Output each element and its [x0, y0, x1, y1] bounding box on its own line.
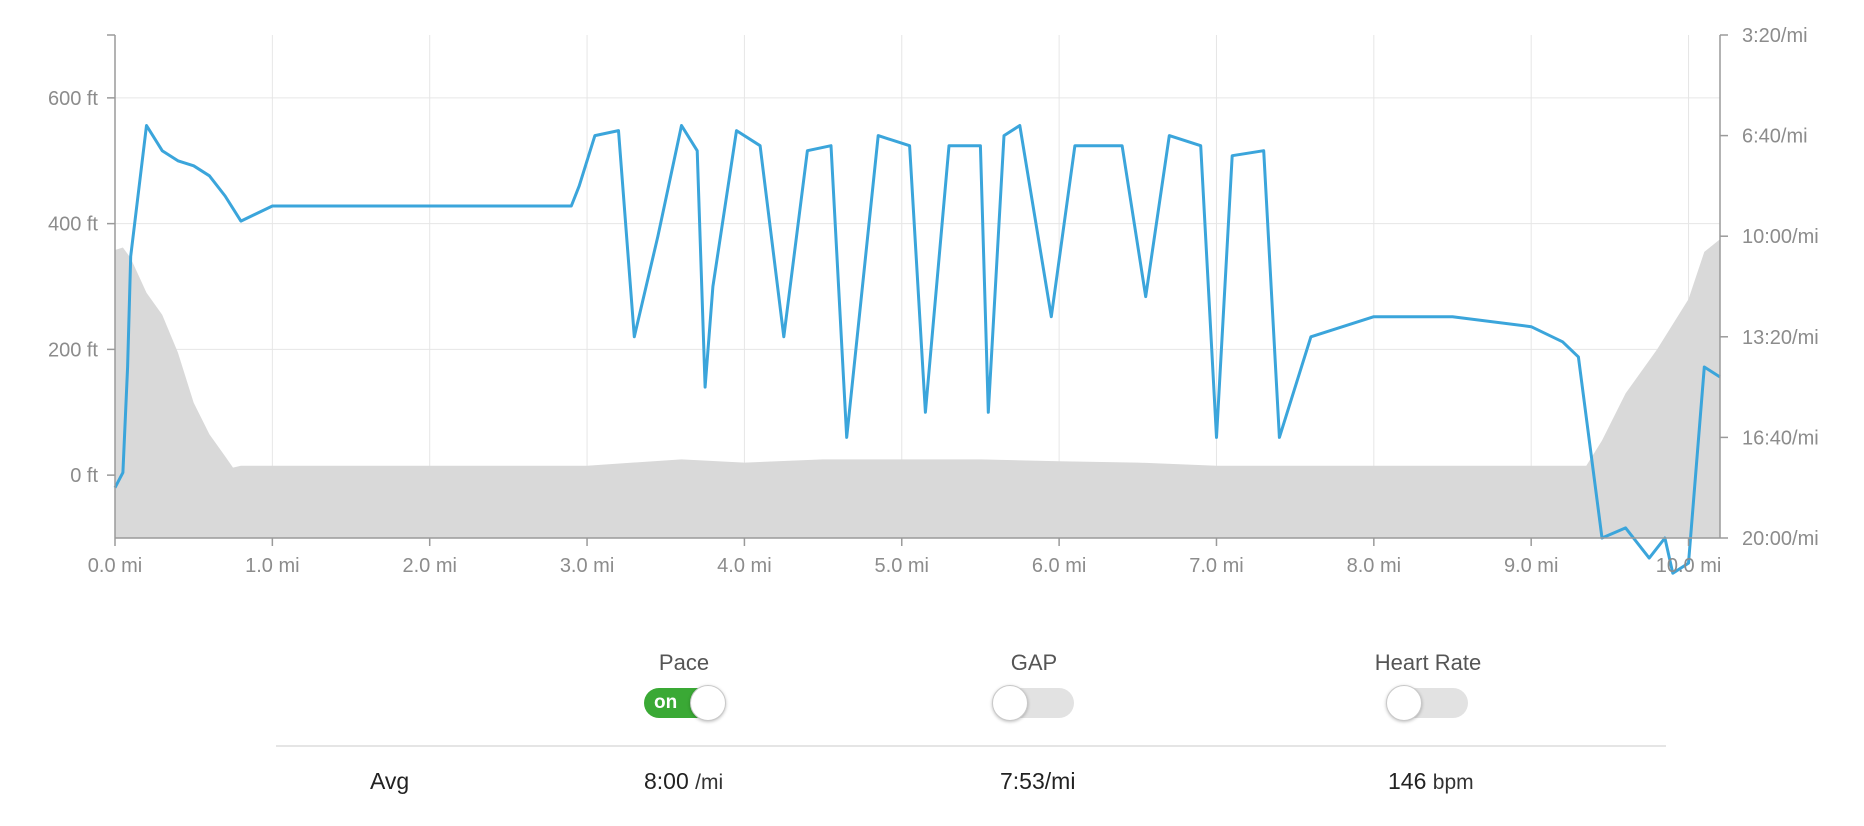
toggle-knob: [690, 685, 726, 721]
heart-rate-toggle[interactable]: [1386, 685, 1468, 721]
avg-hr-unit: bpm: [1432, 771, 1474, 794]
pace-line: [113, 124, 1721, 575]
right-tick-label: 13:20/mi: [1742, 327, 1819, 349]
gap-toggle-label: GAP: [1010, 650, 1058, 675]
avg-gap: 7:53/mi: [1000, 768, 1076, 794]
x-tick-label: 5.0 mi: [875, 555, 929, 577]
summary-label: Avg: [370, 768, 410, 794]
avg-pace-value: 8:00: [644, 768, 689, 794]
gap-toggle[interactable]: [992, 685, 1074, 721]
x-tick-label: 8.0 mi: [1347, 555, 1401, 577]
right-tick-label: 10:00/mi: [1742, 226, 1819, 248]
pace-toggle[interactable]: on: [644, 685, 726, 721]
gap-toggle-group: GAP: [934, 650, 1134, 723]
avg-pace: 8:00 /mi: [644, 768, 723, 795]
left-tick-label: 0 ft: [70, 465, 98, 487]
right-tick-label: 3:20/mi: [1742, 25, 1808, 47]
x-tick-label: 2.0 mi: [402, 555, 456, 577]
chart-axes: [114, 35, 1721, 539]
x-tick-label: 3.0 mi: [560, 555, 614, 577]
x-axis-ticks: 0.0 mi 1.0 mi 2.0 mi 3.0 mi 4.0 mi 5.0 mi 6.0 …: [88, 538, 1722, 577]
left-axis-ticks: 0 ft 200 ft 400 ft 600 ft: [48, 34, 115, 487]
x-tick-label: 4.0 mi: [717, 555, 771, 577]
right-tick-label: 6:40/mi: [1742, 126, 1808, 148]
right-tick-label: 20:00/mi: [1742, 528, 1819, 550]
left-tick-label: 400 ft: [48, 214, 98, 236]
avg-pace-unit: /mi: [695, 771, 724, 794]
left-tick-label: 200 ft: [48, 339, 98, 361]
summary-divider: [276, 745, 1666, 747]
left-tick-label: 600 ft: [48, 88, 98, 110]
toggle-knob: [1386, 685, 1422, 721]
avg-heart-rate: 146 bpm: [1388, 768, 1474, 795]
pace-toggle-group: Pace on: [584, 650, 784, 723]
heart-rate-toggle-group: Heart Rate: [1328, 650, 1528, 723]
x-tick-label: 7.0 mi: [1189, 555, 1243, 577]
toggle-knob: [992, 685, 1028, 721]
pace-toggle-label: Pace: [658, 650, 710, 675]
x-tick-label: 9.0 mi: [1504, 555, 1558, 577]
elevation-area: [115, 239, 1720, 539]
x-tick-label: 1.0 mi: [245, 555, 299, 577]
pace-elevation-chart: 0 ft 200 ft 400 ft 600 ft 3:20/mi 6:40/mi 10:…: [48, 25, 1819, 577]
heart-rate-toggle-label: Heart Rate: [1374, 650, 1482, 675]
x-tick-label: 0.0 mi: [88, 555, 142, 577]
avg-hr-value: 146: [1388, 768, 1427, 794]
right-axis-ticks: 3:20/mi 6:40/mi 10:00/mi 13:20/mi 16:40/mi 20…: [1720, 25, 1819, 550]
x-tick-label: 10.0 mi: [1656, 555, 1722, 577]
x-tick-label: 6.0 mi: [1032, 555, 1086, 577]
pace-toggle-state: on: [654, 692, 678, 713]
right-tick-label: 16:40/mi: [1742, 427, 1819, 449]
